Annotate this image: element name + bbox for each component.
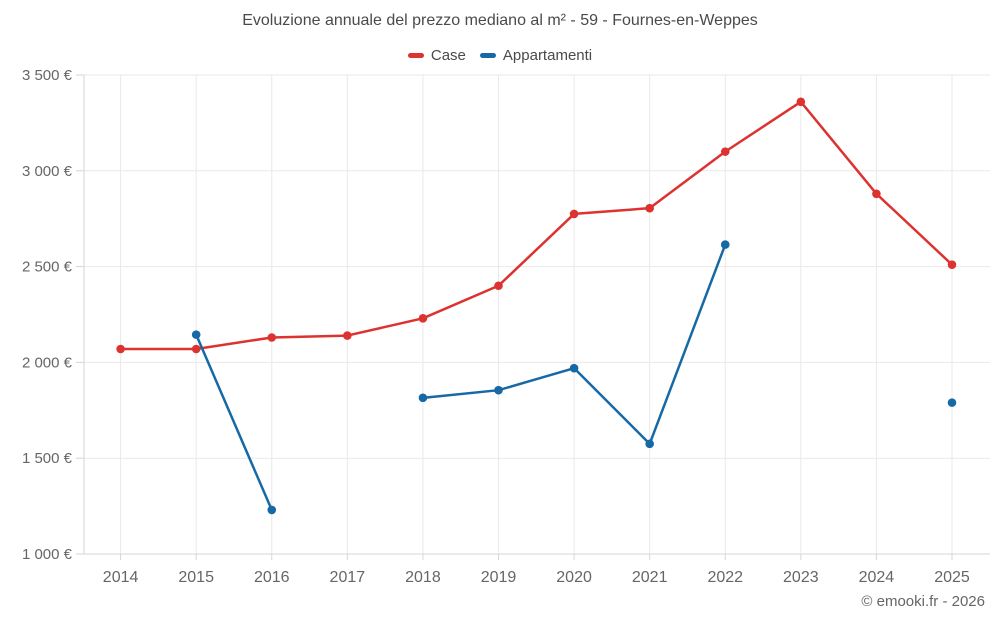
data-point-case-2022[interactable]: [720, 147, 730, 156]
data-point-case-2020[interactable]: [569, 209, 579, 219]
series-line-case: [119, 100, 954, 351]
data-point-case-2024[interactable]: [872, 189, 881, 199]
data-point-appartamenti-2021[interactable]: [645, 439, 654, 449]
chart-title: Evoluzione annuale del prezzo mediano al…: [242, 12, 758, 29]
x-axis-label: 2015: [178, 569, 214, 586]
data-point-case-2025[interactable]: [947, 260, 957, 269]
x-axis-label: 2022: [707, 569, 743, 586]
x-axis-label: 2023: [783, 569, 819, 586]
legend-item-case[interactable]: Case: [407, 47, 466, 64]
x-axis-label: 2025: [934, 569, 970, 586]
data-point-appartamenti-2022[interactable]: [720, 240, 730, 249]
data-point-appartamenti-2025[interactable]: [947, 398, 957, 407]
x-axis-label: 2021: [632, 569, 668, 586]
data-point-case-2023[interactable]: [796, 97, 806, 107]
x-axis-label: 2018: [405, 569, 441, 586]
legend-item-appartamenti[interactable]: Appartamenti: [479, 47, 593, 64]
y-axis-label: 3 500 €: [22, 67, 73, 84]
data-point-case-2021[interactable]: [645, 203, 654, 213]
appartamenti-series-swatch-icon: [479, 53, 496, 58]
legend: Case Appartamenti: [0, 47, 1000, 64]
legend-label-appartamenti: Appartamenti: [502, 47, 593, 64]
x-axis-label: 2020: [556, 569, 592, 586]
x-axis-label: 2014: [103, 569, 139, 586]
y-axis-label: 2 500 €: [22, 259, 73, 276]
legend-label-case: Case: [430, 47, 466, 64]
x-axis-label: 2024: [859, 569, 895, 586]
data-point-case-2019[interactable]: [494, 281, 503, 291]
data-point-case-2015[interactable]: [191, 344, 201, 354]
x-axis-label: 2016: [254, 569, 290, 586]
data-point-case-2016[interactable]: [267, 333, 277, 342]
x-axis-label: 2019: [481, 569, 517, 586]
case-series-swatch-icon: [407, 53, 424, 58]
data-point-case-2017[interactable]: [343, 331, 352, 340]
y-axis-label: 3 000 €: [22, 163, 73, 180]
data-point-case-2014[interactable]: [116, 344, 125, 354]
data-point-appartamenti-2020[interactable]: [569, 363, 579, 373]
y-axis-label: 1 500 €: [22, 450, 73, 467]
data-point-appartamenti-2018[interactable]: [418, 393, 428, 403]
data-point-appartamenti-2015[interactable]: [191, 330, 201, 339]
y-axis-label: 2 000 €: [22, 354, 73, 371]
data-point-case-2018[interactable]: [418, 314, 428, 323]
series-line-appartamenti: [194, 333, 274, 512]
data-point-appartamenti-2016[interactable]: [267, 505, 277, 515]
y-axis-label: 1 000 €: [22, 546, 73, 563]
x-axis-label: 2017: [330, 569, 366, 586]
data-point-appartamenti-2019[interactable]: [494, 385, 503, 395]
copyright-footer: © emooki.fr - 2026: [861, 593, 985, 610]
